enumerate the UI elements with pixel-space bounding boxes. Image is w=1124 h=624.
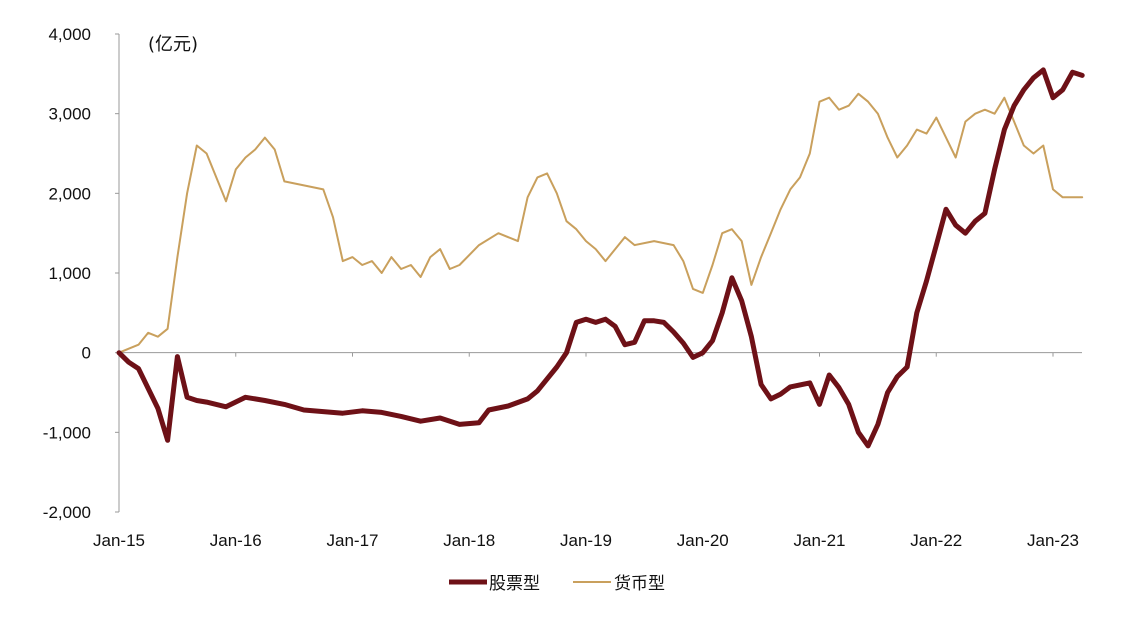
x-tick-label: Jan-17 (327, 531, 379, 550)
x-tick-labels: Jan-15 Jan-16 Jan-17 Jan-18 Jan-19 Jan-20 Jan-… (93, 352, 1079, 550)
y-tick-label: 2,000 (48, 184, 91, 203)
y-tick-labels: 4,000 3,000 2,000 1,000 0 -1,000 -2,000 (43, 25, 119, 522)
legend-label-stock: 股票型 (489, 574, 540, 594)
y-tick-label: 3,000 (48, 105, 91, 124)
legend-label-money: 货币型 (614, 574, 665, 594)
y-tick-label: 0 (82, 344, 91, 363)
unit-label: (亿元) (148, 34, 198, 55)
x-tick-label: Jan-15 (93, 531, 145, 550)
series-line-stock (116, 67, 1085, 449)
x-tick-label: Jan-19 (560, 531, 612, 550)
series-layer (116, 67, 1085, 449)
x-tick-label: Jan-21 (794, 531, 846, 550)
x-tick-label: Jan-20 (677, 531, 729, 550)
x-tick-label: Jan-23 (1027, 531, 1079, 550)
legend: 股票型 货币型 (449, 574, 665, 594)
y-tick-label: -2,000 (43, 503, 91, 522)
x-tick-label: Jan-18 (443, 531, 495, 550)
y-tick-label: 1,000 (48, 264, 91, 283)
series-line-money (118, 92, 1084, 354)
x-tick-label: Jan-16 (210, 531, 262, 550)
x-tick-label: Jan-22 (910, 531, 962, 550)
y-tick-label: 4,000 (48, 25, 91, 44)
y-tick-label: -1,000 (43, 423, 91, 442)
